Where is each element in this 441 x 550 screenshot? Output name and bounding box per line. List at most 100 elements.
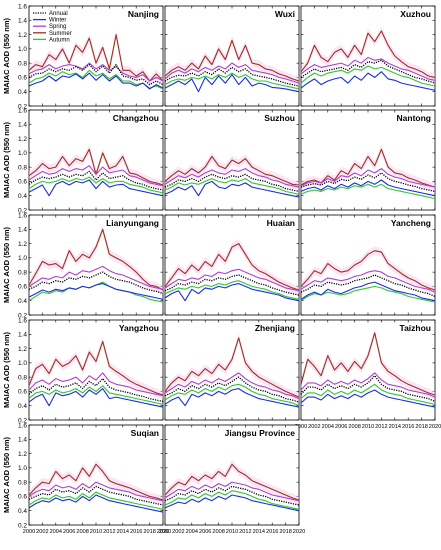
x-tick-label: 2010 (362, 424, 374, 430)
panel-yangzhou: 0.2 0.4 0.6 0.8 1.0 1.2 1.4 1.6 Yangzhou (18, 317, 164, 424)
x-tick-label: 2020 (157, 529, 169, 535)
panel-jiangsu-province: 2000 2002 2004 2006 2008 2010 2012 2014 2016 2018… (159, 424, 305, 535)
y-axis-label: MAIAC AOD (550 nm) (2, 122, 11, 198)
panel-lianyungang: 0.2 0.4 0.6 0.8 1.0 1.2 1.4 1.6 Lianyungang (18, 212, 164, 319)
series-line-annual (300, 375, 436, 402)
panel-yancheng: Yancheng (300, 214, 436, 316)
legend-label-winter: Winter (49, 18, 66, 24)
summer-spread-band (301, 328, 435, 400)
panel-huaian: Huaian (164, 214, 300, 316)
legend-label-summer: Summer (49, 31, 72, 37)
panel-frame (300, 319, 436, 421)
series-line-annual (164, 173, 300, 193)
series-line-spring (300, 168, 436, 188)
series-line-annual (28, 377, 164, 403)
series-line-summer (164, 463, 300, 501)
y-tick-label: 1.2 (18, 241, 27, 248)
panel-title: Suzhou (264, 113, 295, 123)
summer-spread-band (29, 460, 163, 505)
y-tick-label: 1.2 (18, 32, 27, 39)
panel-title: Wuxi (275, 9, 295, 19)
series-line-autumn (164, 383, 300, 407)
y-tick-label: 1.0 (18, 150, 27, 157)
x-tick-label: 2008 (212, 529, 224, 535)
series-line-winter (300, 71, 436, 91)
y-tick-label: 0.6 (18, 284, 27, 291)
series-line-annual (28, 170, 164, 191)
panel-taizhou: 2000 2002 2004 2006 2008 2010 2012 2014 2016 2018… (295, 319, 441, 430)
summer-spread-band (29, 337, 163, 400)
y-tick-label: 0.8 (18, 479, 27, 486)
series-line-summer (28, 34, 164, 82)
panel-title: Huaian (267, 218, 295, 228)
y-tick-label: 0.2 (18, 417, 27, 424)
series-line-spring (28, 481, 164, 502)
x-tick-label: 2016 (130, 529, 142, 535)
series-line-summer (164, 39, 300, 82)
y-tick-label: 0.6 (18, 494, 27, 501)
series-line-spring (164, 62, 300, 84)
series-line-spring (28, 165, 164, 187)
panel-title: Lianyungang (106, 218, 159, 228)
series-line-autumn (300, 285, 436, 303)
y-tick-label: 1.0 (18, 360, 27, 367)
panel-wuxi: Wuxi (164, 5, 300, 107)
summer-spread-band (29, 30, 163, 86)
y-tick-label: 1.4 (18, 122, 27, 129)
x-tick-label: 2012 (103, 529, 115, 535)
legend-label-autumn: Autumn (49, 37, 70, 43)
panel-title: Changzhou (113, 113, 159, 123)
series-line-spring (28, 265, 164, 290)
x-tick-label: 2002 (308, 424, 320, 430)
x-tick-label: 2000 (23, 529, 35, 535)
series-line-winter (300, 179, 436, 197)
y-tick-label: 1.2 (18, 451, 27, 458)
panel-frame (164, 5, 300, 107)
y-tick-label: 0.4 (18, 89, 27, 96)
x-tick-label: 2016 (266, 529, 278, 535)
panel-suzhou: Suzhou (164, 109, 300, 211)
series-line-winter (164, 74, 300, 93)
x-tick-label: 2006 (199, 529, 211, 535)
x-tick-label: 2006 (335, 424, 347, 430)
x-tick-label: 2004 (322, 424, 334, 430)
y-tick-label: 0.4 (18, 298, 27, 305)
series-line-annual (300, 172, 436, 193)
x-tick-label: 2018 (415, 424, 427, 430)
panel-title: Nanjing (128, 9, 159, 19)
y-tick-label: 1.6 (18, 107, 27, 114)
x-tick-label: 2004 (186, 529, 198, 535)
series-line-winter (164, 388, 300, 408)
x-tick-label: 2000 (295, 424, 307, 430)
y-tick-label: 1.6 (18, 317, 27, 324)
y-axis-label: MAIAC AOD (550 nm) (2, 437, 11, 513)
y-tick-label: 1.0 (18, 46, 27, 53)
series-line-annual (300, 59, 436, 84)
x-tick-label: 2002 (36, 529, 48, 535)
y-tick-label: 1.4 (18, 332, 27, 339)
series-line-winter (28, 388, 164, 408)
series-line-winter (300, 281, 436, 302)
series-line-summer (164, 337, 300, 398)
x-tick-label: 2016 (402, 424, 414, 430)
series-line-spring (164, 268, 300, 292)
y-tick-label: 1.6 (18, 422, 27, 429)
series-line-spring (28, 372, 164, 397)
series-line-annual (28, 63, 164, 86)
x-tick-label: 2014 (253, 529, 265, 535)
series-line-summer (300, 332, 436, 396)
x-tick-label: 2018 (279, 529, 291, 535)
panel-frame (164, 424, 300, 526)
y-tick-label: 0.4 (18, 193, 27, 200)
y-tick-label: 0.8 (18, 374, 27, 381)
series-line-winter (28, 179, 164, 197)
series-line-summer (300, 148, 436, 188)
x-tick-label: 2012 (375, 424, 387, 430)
panel-title: Jiangsu Province (225, 428, 296, 438)
legend-label-annual: Annual (49, 11, 68, 17)
panel-frame (300, 5, 436, 107)
y-tick-label: 0.6 (18, 389, 27, 396)
y-axis-label: MAIAC AOD (550 nm) (2, 332, 11, 408)
